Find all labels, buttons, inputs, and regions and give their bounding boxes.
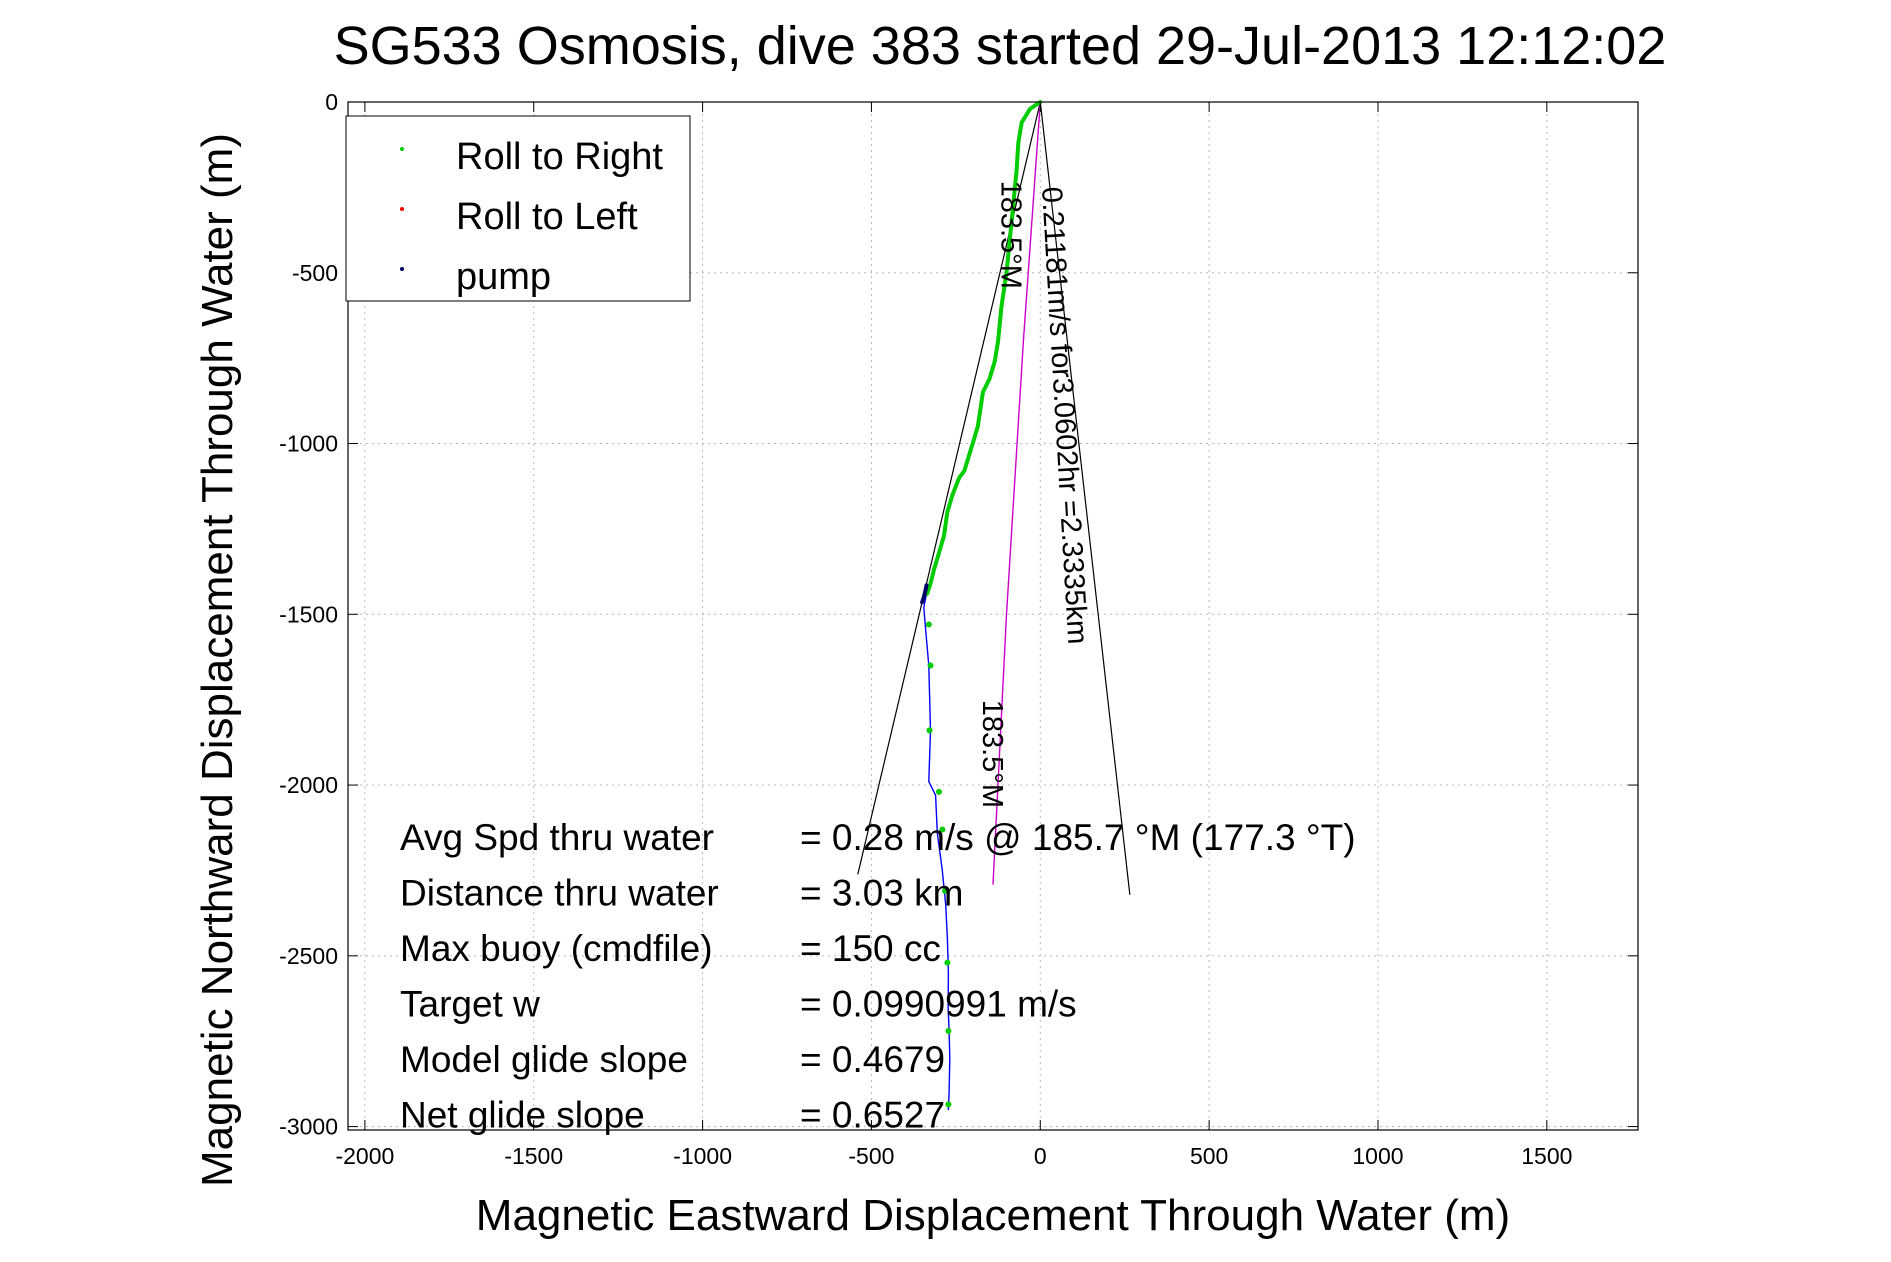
x-tick-label-4: 0 bbox=[1034, 1143, 1047, 1169]
y-tick-label-3: -1500 bbox=[279, 601, 338, 627]
track-line bbox=[923, 593, 951, 1111]
plot-frame bbox=[347, 101, 1639, 1131]
stat-label-3: Target w bbox=[400, 984, 540, 1025]
stat-value-5: = 0.6527 bbox=[800, 1095, 945, 1136]
y-axis-label: Magnetic Northward Displacement Through … bbox=[193, 133, 242, 1187]
stat-value-1: = 3.03 km bbox=[800, 873, 964, 914]
y-tick-label-5: -2500 bbox=[279, 943, 338, 969]
x-axis-label: Magnetic Eastward Displacement Through W… bbox=[476, 1191, 1510, 1240]
stat-value-0: = 0.28 m/s @ 185.7 °M (177.3 °T) bbox=[800, 817, 1356, 858]
x-tick-label-6: 1000 bbox=[1352, 1143, 1403, 1169]
track-marker-5 bbox=[942, 887, 949, 894]
stat-value-3: = 0.0990991 m/s bbox=[800, 984, 1077, 1025]
chart-title: SG533 Osmosis, dive 383 started 29-Jul-2… bbox=[334, 16, 1667, 76]
x-tick-label-2: -1000 bbox=[673, 1143, 732, 1169]
current-line bbox=[992, 101, 1042, 885]
cone-line-right bbox=[1039, 101, 1131, 895]
stats-block: Avg Spd thru water = 0.28 m/s @ 185.7 °M … bbox=[400, 817, 1356, 1136]
current-vector-line bbox=[992, 101, 1042, 885]
annotation-heading-bottom: 183.5°M bbox=[976, 700, 1008, 808]
stat-value-4: = 0.4679 bbox=[800, 1039, 945, 1080]
legend-label-0: Roll to Right bbox=[456, 136, 663, 178]
legend-swatch-2 bbox=[400, 267, 404, 271]
annotation-heading-top: 183.5°M bbox=[994, 181, 1026, 289]
y-tick-label-0: 0 bbox=[325, 89, 338, 115]
y-axis: 0 -500 -1000 -1500 -2000 -2500 -3000 bbox=[279, 89, 1638, 1140]
y-tick-label-4: -2000 bbox=[279, 772, 338, 798]
stat-label-2: Max buoy (cmdfile) bbox=[400, 928, 713, 969]
stat-label-4: Model glide slope bbox=[400, 1039, 688, 1080]
stat-label-5: Net glide slope bbox=[400, 1095, 645, 1136]
stat-label-0: Avg Spd thru water bbox=[400, 817, 714, 858]
dive-tracks bbox=[920, 100, 1043, 1111]
track-marker-7 bbox=[945, 1027, 952, 1034]
legend-label-1: Roll to Left bbox=[456, 196, 638, 238]
x-tick-label-7: 1500 bbox=[1521, 1143, 1572, 1169]
stat-value-2: = 150 cc bbox=[800, 928, 941, 969]
x-tick-label-3: -500 bbox=[848, 1143, 894, 1169]
track-marker-8 bbox=[945, 1101, 952, 1108]
y-tick-label-2: -1000 bbox=[279, 431, 338, 457]
x-axis: -2000 -1500 -1000 -500 0 500 1000 1500 bbox=[335, 102, 1572, 1169]
legend-label-2: pump bbox=[456, 256, 551, 298]
roll-right-line bbox=[925, 100, 1043, 596]
x-tick-label-1: -1500 bbox=[504, 1143, 563, 1169]
x-tick-label-0: -2000 bbox=[335, 1143, 394, 1169]
legend: Roll to Right Roll to Left pump bbox=[345, 115, 691, 302]
track-marker-6 bbox=[944, 959, 951, 966]
legend-swatch-0 bbox=[400, 147, 404, 151]
track-marker-2 bbox=[926, 727, 933, 734]
legend-swatch-1 bbox=[400, 207, 404, 211]
y-tick-label-1: -500 bbox=[292, 260, 338, 286]
pump-line bbox=[920, 583, 929, 605]
track-marker-0 bbox=[925, 621, 932, 628]
stat-label-1: Distance thru water bbox=[400, 873, 719, 914]
track-marker-1 bbox=[927, 662, 934, 669]
track-marker-4 bbox=[939, 826, 946, 833]
y-tick-label-6: -3000 bbox=[279, 1114, 338, 1140]
x-tick-label-5: 500 bbox=[1190, 1143, 1228, 1169]
track-marker-3 bbox=[935, 788, 942, 795]
